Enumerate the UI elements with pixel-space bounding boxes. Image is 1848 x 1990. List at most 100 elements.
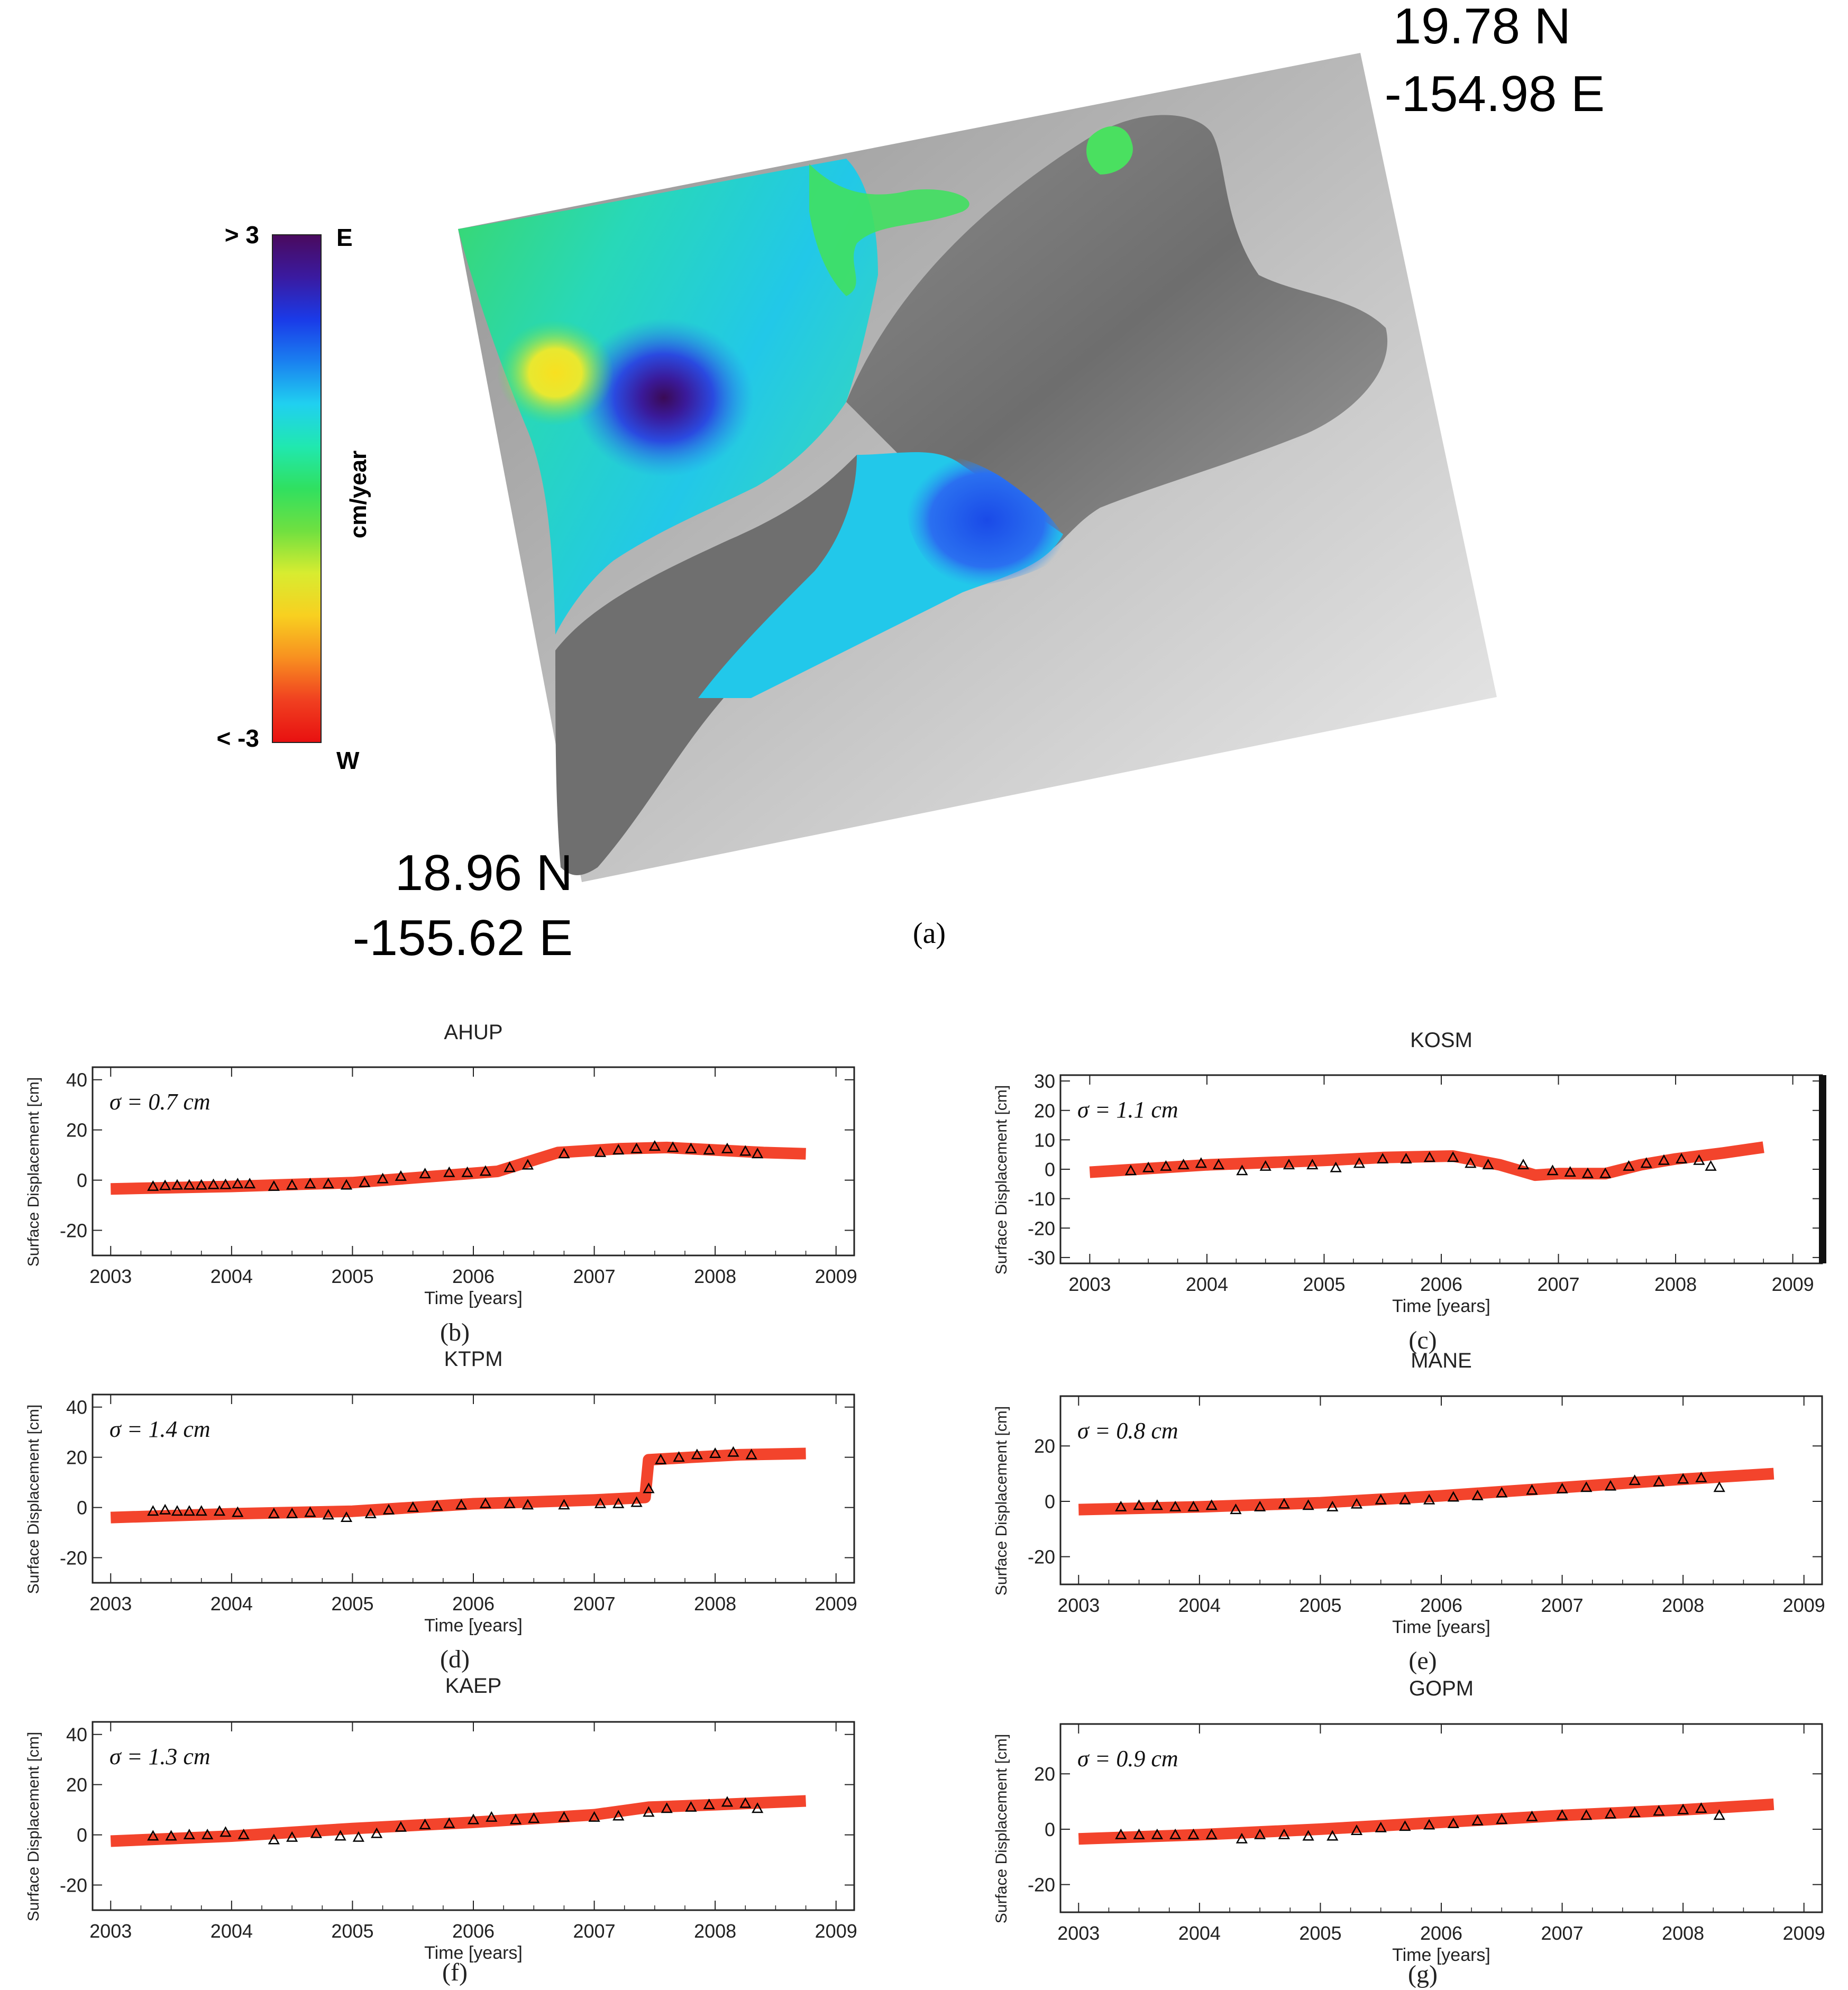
- y-tick-label: 40: [66, 1069, 87, 1091]
- panel-b: 2003 2004 2005 2006 2007 2008 2009 40 20 0 -20 AHUP…: [25, 1021, 857, 1346]
- observed-point: [1693, 1154, 1705, 1165]
- y-tick-label: 0: [77, 1497, 87, 1519]
- corner-ne-lat: 19.78 N: [1393, 0, 1571, 54]
- model-series-line: [1089, 1141, 1764, 1181]
- observed-point: [1230, 1503, 1242, 1515]
- observed-point: [213, 1505, 226, 1516]
- observed-point: [171, 1505, 184, 1516]
- observed-point: [703, 1799, 715, 1810]
- panel-d: 2003 2004 2005 2006 2007 2008 2009 40 20 0 -20 KTPM…: [25, 1347, 857, 1673]
- observed-point: [612, 1810, 625, 1821]
- colorbar-unit: cm/year: [345, 451, 371, 538]
- x-tick-label: 2007: [1541, 1922, 1584, 1944]
- observed-point: [340, 1511, 353, 1523]
- caption-a: (a): [913, 917, 946, 950]
- x-tick-label: 2003: [1057, 1922, 1100, 1944]
- observed-point: [159, 1503, 171, 1515]
- observed-point: [207, 1178, 219, 1189]
- colorbar-bottom-value: < -3: [216, 725, 259, 752]
- x-tick-label: 2006: [1420, 1273, 1462, 1295]
- panel-f: 2003 2004 2005 2006 2007 2008 2009 40 20 0 -20 KAEP…: [25, 1674, 857, 1986]
- observed-point: [219, 1178, 232, 1189]
- observed-point: [1115, 1828, 1127, 1839]
- plot-frame: [92, 1393, 855, 1584]
- observed-point: [504, 1497, 516, 1508]
- x-tick-label: 2006: [452, 1265, 495, 1287]
- observed-point: [643, 1806, 655, 1817]
- observed-point: [588, 1811, 600, 1822]
- observed-point: [1399, 1493, 1411, 1505]
- x-tick-label: 2009: [815, 1265, 857, 1287]
- observed-point: [673, 1451, 685, 1462]
- observed-point: [195, 1505, 207, 1516]
- x-tick-label: 2003: [1057, 1594, 1100, 1616]
- observed-point: [183, 1505, 195, 1516]
- observed-point: [1564, 1166, 1576, 1177]
- corner-sw-lat: 18.96 N: [395, 845, 573, 901]
- x-tick-label: 2006: [452, 1593, 495, 1615]
- y-tick-label: -20: [1028, 1546, 1055, 1568]
- observed-point: [1653, 1475, 1665, 1487]
- observed-point: [334, 1830, 346, 1841]
- y-tick-label: 0: [1045, 1819, 1055, 1840]
- green-coastal-fringe: [809, 164, 969, 296]
- observed-point: [558, 1499, 570, 1510]
- observed-point: [419, 1819, 431, 1830]
- y-axis-label: Surface Displacement [cm]: [25, 1405, 42, 1594]
- x-tick-label: 2006: [452, 1920, 495, 1942]
- subsidence-center-yellow: [497, 320, 614, 426]
- x-tick-label: 2004: [211, 1265, 253, 1287]
- observed-point: [486, 1811, 498, 1822]
- y-tick-label: 20: [1034, 1763, 1055, 1785]
- x-tick-label: 2004: [211, 1920, 253, 1942]
- observed-point: [1423, 1151, 1435, 1162]
- observed-point: [1581, 1167, 1594, 1178]
- observed-point: [1677, 1473, 1689, 1484]
- observed-point: [1695, 1471, 1707, 1482]
- x-tick-label: 2007: [1541, 1594, 1584, 1616]
- green-patch-north: [1086, 126, 1133, 175]
- y-axis-label: Surface Displacement [cm]: [993, 1734, 1010, 1923]
- x-tick-label: 2004: [1178, 1594, 1221, 1616]
- observed-point: [1133, 1499, 1145, 1510]
- land-mass-west: [555, 455, 860, 875]
- observed-point: [1623, 1160, 1635, 1171]
- uplift-center-purple: [574, 318, 754, 477]
- sigma-annotation: σ = 0.9 cm: [1077, 1746, 1178, 1772]
- observed-point: [1447, 1491, 1459, 1502]
- observed-point: [1302, 1499, 1314, 1510]
- observed-point: [322, 1509, 334, 1520]
- observed-point: [1677, 1803, 1689, 1814]
- panel-c: 2003 2004 2005 2006 2007 2008 2009 30 20 10 0 -10 -2…: [993, 1029, 1826, 1354]
- y-tick-label: 0: [77, 1170, 87, 1191]
- colorbar-top-dir: E: [336, 224, 353, 251]
- observed-point: [1556, 1482, 1568, 1493]
- corner-sw-lon: -155.62 E: [353, 910, 573, 966]
- observed-point: [594, 1146, 607, 1157]
- observed-point: [1350, 1498, 1363, 1509]
- x-tick-label: 2003: [1068, 1273, 1111, 1295]
- y-axis-label: Surface Displacement [cm]: [993, 1085, 1010, 1274]
- observed-point: [371, 1827, 383, 1838]
- x-tick-label: 2009: [815, 1593, 857, 1615]
- x-axis-label: Time [years]: [1392, 1617, 1490, 1637]
- observed-point: [1278, 1828, 1290, 1839]
- x-tick-label: 2007: [1537, 1273, 1579, 1295]
- observed-point: [1423, 1493, 1435, 1505]
- observed-point: [268, 1180, 280, 1191]
- observed-point: [1526, 1484, 1538, 1495]
- observed-point: [232, 1506, 244, 1517]
- observed-point: [352, 1831, 364, 1842]
- observed-point: [594, 1497, 607, 1508]
- y-axis-label: Surface Displacement [cm]: [25, 1732, 42, 1921]
- velocity-blue-lobe: [905, 453, 1068, 587]
- x-tick-label: 2006: [1420, 1594, 1462, 1616]
- observed-point: [1205, 1499, 1218, 1510]
- observed-point: [745, 1448, 757, 1460]
- observed-point: [1187, 1828, 1200, 1839]
- observed-point: [431, 1500, 443, 1511]
- observed-point: [703, 1144, 715, 1155]
- x-tick-label: 2007: [573, 1593, 616, 1615]
- observed-point: [467, 1813, 480, 1824]
- observed-point: [1375, 1821, 1387, 1832]
